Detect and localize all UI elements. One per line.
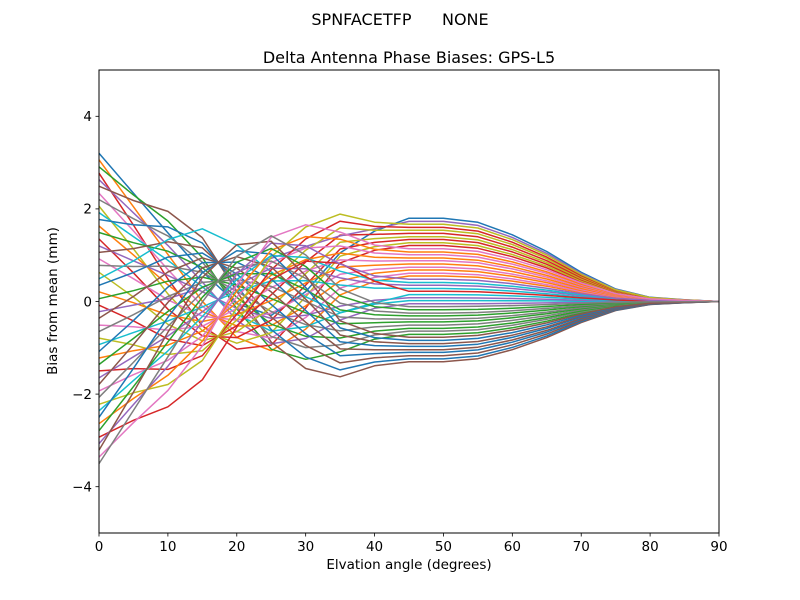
x-tick-label: 30 — [297, 539, 314, 555]
x-tick-label: 20 — [228, 539, 245, 555]
chart-title: Delta Antenna Phase Biases: GPS-L5 — [262, 48, 556, 67]
x-tick-label: 10 — [159, 539, 176, 555]
series-line-47 — [98, 235, 720, 465]
x-tick-label: 90 — [710, 539, 727, 555]
figure-suptitle: SPNFACETFP NONE — [311, 10, 489, 29]
y-tick-label: 2 — [83, 202, 92, 218]
y-tick-label: 4 — [83, 109, 92, 125]
x-tick-label: 70 — [573, 539, 590, 555]
series-line-38 — [98, 213, 720, 406]
y-axis-label: Bias from mean (mm) — [45, 227, 61, 375]
x-axis-label: Elvation angle (degrees) — [326, 557, 492, 573]
y-tick-label: −4 — [72, 480, 92, 496]
series-line-45 — [98, 240, 720, 451]
series-line-5 — [98, 185, 720, 378]
x-tick-label: 40 — [366, 539, 383, 555]
series-line-37 — [98, 260, 720, 398]
series-line-46 — [98, 224, 720, 458]
x-tick-label: 50 — [435, 539, 452, 555]
series-line-43 — [98, 260, 720, 438]
x-tick-label: 60 — [504, 539, 521, 555]
y-tick-label: 0 — [83, 294, 92, 310]
x-tick-label: 80 — [642, 539, 659, 555]
series-line-44 — [98, 242, 720, 445]
x-tick-label: 0 — [95, 539, 104, 555]
y-tick-label: −2 — [72, 387, 92, 403]
